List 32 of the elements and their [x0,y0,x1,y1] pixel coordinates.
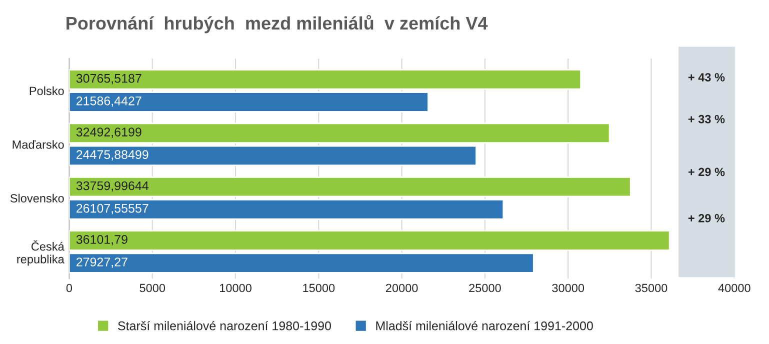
data-label: 36101,79 [76,235,128,246]
x-tick-label: 30000 [552,284,584,292]
x-tick-label: 35000 [635,284,668,292]
chart-title: Porovnání hrubých mezd mileniálů v zemích V4 [66,14,488,34]
legend-label: Starší mileniálové narození 1980-1990 [118,320,331,330]
bar [69,145,477,166]
bar [69,122,610,144]
data-label: 30765,5187 [76,74,142,84]
x-tick-label: 15000 [303,284,335,292]
y-tick-label: Česká republika [17,240,64,266]
data-label: 32492,6199 [76,128,142,138]
data-label: 24475,88499 [76,150,148,161]
y-tick-label: Slovensko [10,194,64,202]
x-tick-label: 5000 [140,284,166,292]
bar [69,199,504,220]
x-tick-label: 25000 [469,284,501,292]
annotation: + 29 % [688,214,725,222]
legend-label: Mladší mileniálové narození 1991-2000 [376,320,593,330]
y-tick-label: Maďarsko [12,140,64,149]
x-tick-label: 40000 [718,284,750,292]
data-label: 26107,55557 [76,204,148,214]
x-tick-label: 0 [66,284,72,292]
x-tick-label: 10000 [220,284,252,292]
y-tick-label: Polsko [30,86,64,96]
data-label: 21586,4427 [76,96,142,107]
annotation: + 43 % [688,73,725,82]
data-label: 33759,99644 [76,181,148,192]
annotation: + 29 % [688,168,725,176]
bar [69,176,632,198]
data-label: 27927,27 [76,258,128,268]
x-tick-label: 20000 [386,284,418,292]
annotation: + 33 % [688,114,725,124]
